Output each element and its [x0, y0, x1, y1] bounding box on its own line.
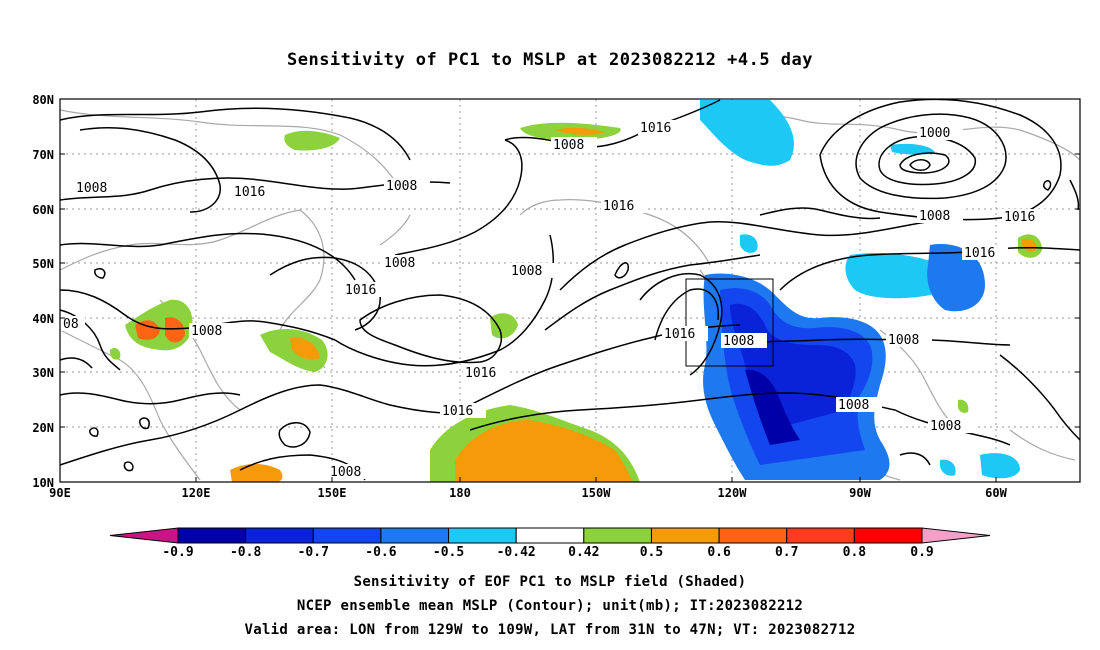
colorbar-swatch	[380, 527, 450, 544]
colorbar-swatch	[245, 527, 314, 544]
y-tick-label: 40N	[32, 312, 54, 326]
colorbar-label: 0.8	[842, 545, 867, 560]
tick-marks	[60, 98, 1080, 483]
contour-label: 1008	[553, 138, 584, 153]
x-tick-label: 90W	[849, 486, 871, 500]
contour-label: 1016	[603, 199, 634, 214]
colorbar-label: -0.5	[432, 545, 465, 560]
caption-line-3: Valid area: LON from 129W to 109W, LAT f…	[244, 622, 856, 638]
colorbar-swatch	[786, 527, 855, 544]
y-axis-labels: 80N 70N 60N 50N 40N 30N 20N 10N	[32, 93, 54, 490]
colorbar-label: -0.8	[229, 545, 262, 560]
colorbar-label: -0.6	[365, 545, 397, 560]
y-tick-label: 50N	[32, 257, 54, 271]
x-tick-label: 60W	[985, 486, 1007, 500]
x-tick-label: 180	[449, 486, 471, 500]
sensitivity-shading	[110, 100, 1042, 482]
contour-label: 08	[63, 317, 79, 332]
contour-label: 1016	[964, 246, 995, 261]
y-tick-label: 10N	[32, 476, 54, 490]
contour-label: 1008	[384, 256, 415, 271]
colorbar-swatch	[177, 527, 247, 544]
colorbar-label: -0.9	[162, 545, 194, 560]
map-title: Sensitivity of PC1 to MSLP at 2023082212…	[286, 50, 813, 70]
contour-label-group: 1016 1008 1008 1016 1008 1000 1008 1016 …	[61, 120, 1048, 480]
contour-label: 1016	[1004, 210, 1035, 225]
mslp-contours	[59, 98, 1081, 481]
x-tick-label: 120W	[718, 486, 748, 500]
y-tick-label: 30N	[32, 366, 54, 380]
valid-area-box	[685, 278, 774, 367]
y-tick-label: 70N	[32, 148, 54, 162]
contour-label: 1016	[465, 366, 496, 381]
contour-label: 1016	[664, 327, 695, 342]
contour-label: 1008	[511, 264, 542, 279]
colorbar-swatch	[448, 527, 517, 544]
contour-label: 1000	[919, 126, 950, 141]
colorbar-label: 0.5	[639, 545, 664, 560]
contour-label: 1008	[76, 181, 107, 196]
y-tick-label: 20N	[32, 421, 54, 435]
y-tick-label: 60N	[32, 203, 54, 217]
contour-label: 1008	[919, 209, 950, 224]
x-tick-label: 150W	[582, 486, 612, 500]
colorbar	[109, 527, 991, 544]
contour-label: 1008	[330, 465, 361, 480]
contour-label: 1016	[640, 121, 671, 136]
colorbar-low-triangle	[109, 527, 179, 544]
x-tick-label: 120E	[182, 486, 211, 500]
colorbar-label: 0.42	[568, 545, 600, 560]
x-tick-label: 90E	[49, 486, 71, 500]
contour-label: 1008	[930, 419, 961, 434]
contour-label: 1016	[345, 283, 376, 298]
colorbar-high-triangle	[921, 527, 991, 544]
x-axis-labels: 90E 120E 150E 180 150W 120W 90W 60W	[49, 486, 1007, 500]
contour-label: 1008	[723, 334, 754, 349]
caption-line-1: Sensitivity of EOF PC1 to MSLP field (Sh…	[353, 574, 747, 590]
caption-line-2: NCEP ensemble mean MSLP (Contour); unit(…	[296, 598, 804, 614]
colorbar-swatch	[718, 527, 788, 544]
colorbar-swatch	[650, 527, 720, 544]
contour-label: 1008	[838, 398, 869, 413]
colorbar-label: -0.42	[496, 545, 536, 560]
colorbar-label: 0.9	[910, 545, 934, 560]
x-tick-label: 150E	[318, 486, 347, 500]
contour-label: 1008	[386, 179, 417, 194]
colorbar-label: 0.7	[774, 545, 799, 560]
colorbar-swatch	[583, 527, 652, 544]
colorbar-label: 0.6	[707, 545, 731, 560]
contour-label: 1008	[191, 324, 222, 339]
contour-label: 1016	[442, 404, 473, 419]
y-tick-label: 80N	[32, 93, 54, 107]
colorbar-swatch	[515, 527, 585, 544]
colorbar-swatch	[312, 527, 382, 544]
colorbar-label: -0.7	[297, 545, 329, 560]
contour-label: 1008	[888, 333, 919, 348]
contour-label: 1016	[234, 185, 265, 200]
map-frame	[59, 98, 1081, 483]
colorbar-swatch	[853, 527, 923, 544]
